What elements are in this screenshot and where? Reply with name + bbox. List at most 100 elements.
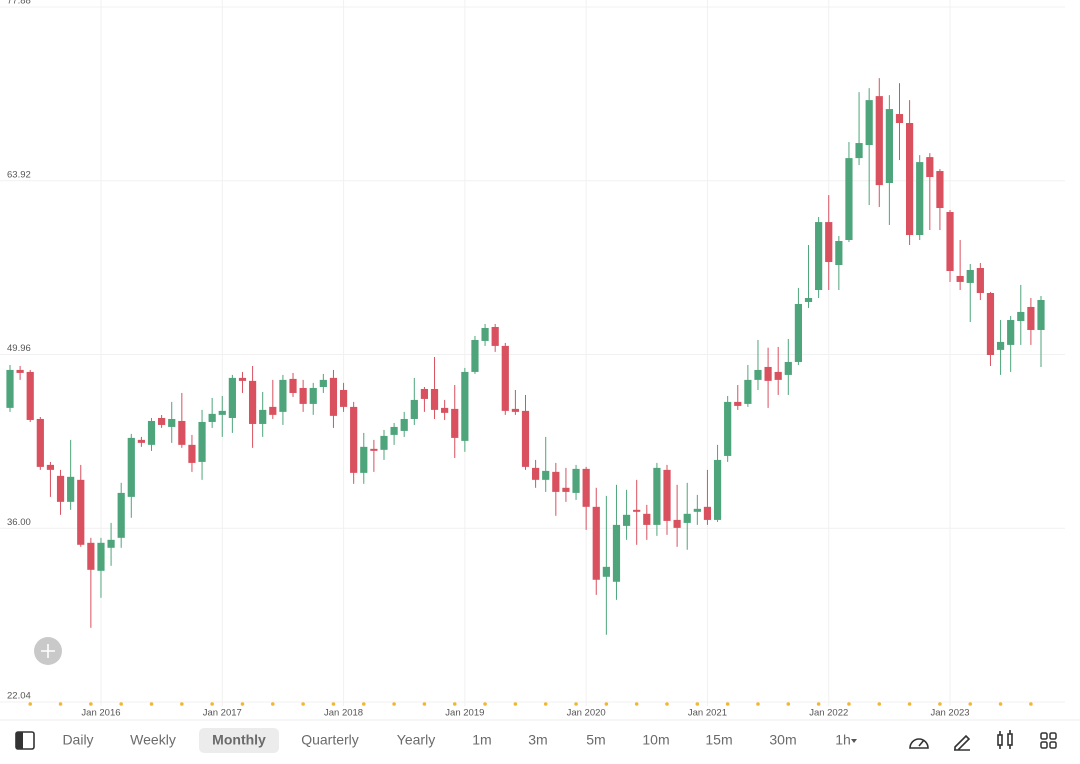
candle-body [461, 371, 469, 441]
candle-body [188, 444, 196, 463]
candle-body [329, 377, 338, 416]
candle-body [693, 508, 701, 512]
candle-body [986, 293, 995, 355]
event-dot [756, 702, 760, 706]
candle-body [855, 143, 863, 159]
event-dot [271, 702, 275, 706]
candle-body [77, 479, 85, 545]
candle-body [67, 476, 75, 502]
candle-body [299, 387, 307, 404]
candle-body [774, 371, 782, 380]
candle-body [259, 409, 267, 424]
candle-body [602, 566, 610, 577]
x-tick-label: Jan 2020 [567, 708, 606, 719]
candle-body [754, 369, 762, 380]
candle-body [592, 506, 600, 580]
candle-body [178, 420, 186, 445]
interval-button[interactable]: Yearly [397, 732, 435, 748]
event-dot [452, 702, 457, 706]
candle-body [289, 378, 297, 393]
candle-body [218, 410, 226, 415]
candle-body [511, 408, 519, 412]
draw-icon[interactable] [954, 734, 971, 751]
event-dot [28, 702, 33, 706]
candle-body [1007, 320, 1015, 345]
candle-body [6, 369, 14, 408]
event-dot [392, 702, 396, 706]
candle-body [835, 240, 843, 266]
candle-body [895, 114, 904, 123]
event-dot [1029, 702, 1033, 706]
layout-icon-fill [16, 732, 23, 749]
interval-button[interactable]: 3m [528, 732, 547, 748]
y-tick-label: 22.04 [7, 691, 31, 702]
candle-body [542, 470, 550, 480]
interval-button[interactable]: 1m [472, 732, 491, 748]
interval-button[interactable]: 30m [769, 732, 796, 748]
event-dot [58, 702, 63, 706]
candle-body [339, 389, 348, 407]
event-dot [725, 702, 730, 706]
event-dot [210, 702, 214, 706]
event-dot [240, 702, 245, 706]
candle-body [87, 542, 95, 570]
event-dot [149, 702, 154, 706]
candle-body [966, 269, 974, 283]
square [1049, 741, 1057, 749]
event-dot [89, 702, 93, 706]
candle-body [36, 418, 44, 467]
x-tick-label: Jan 2016 [81, 708, 120, 719]
event-dot [483, 702, 487, 706]
event-dot [301, 702, 305, 706]
candle-body [147, 420, 156, 445]
candle-body [279, 379, 287, 412]
candle-body [764, 366, 772, 381]
gauge-needle [918, 739, 925, 747]
dropdown-arrow[interactable] [851, 739, 857, 743]
candle-body [673, 519, 681, 528]
candle-body [996, 341, 1005, 350]
candle-body [612, 524, 621, 582]
candle-body [643, 513, 651, 525]
x-tick-label: Jan 2021 [688, 708, 727, 719]
candle-body [248, 380, 257, 424]
candle-body [905, 122, 914, 236]
interval-button[interactable]: Daily [62, 732, 93, 748]
indicator-icon[interactable] [909, 738, 929, 749]
candle-body [420, 388, 429, 399]
candle-body [703, 506, 712, 520]
candle-body [976, 267, 984, 294]
x-tick-label: Jan 2019 [445, 708, 484, 719]
interval-button[interactable]: Monthly [212, 732, 266, 748]
event-dot [847, 702, 851, 706]
candle-body [916, 162, 924, 236]
event-dot [877, 702, 882, 706]
interval-button[interactable]: Quarterly [301, 732, 359, 748]
event-dot [513, 702, 518, 706]
candle-body [653, 467, 661, 525]
chart-type-icon[interactable] [997, 730, 1013, 749]
candle-body [26, 371, 34, 420]
event-dot [361, 702, 366, 706]
event-dot [938, 702, 942, 706]
interval-button[interactable]: 1h [835, 732, 851, 748]
candle-body [713, 459, 722, 520]
candle-body [390, 426, 398, 435]
candle-body [633, 509, 641, 512]
event-dot [907, 702, 912, 706]
interval-button[interactable]: Weekly [130, 732, 176, 748]
candle-body [451, 408, 459, 438]
add-button[interactable] [34, 637, 62, 665]
candle-body [400, 418, 408, 431]
y-tick-label: 63.92 [7, 169, 31, 180]
interval-button[interactable]: 10m [642, 732, 669, 748]
interval-button[interactable]: 15m [705, 732, 732, 748]
candle-body [491, 326, 499, 346]
interval-button[interactable]: 5m [586, 732, 605, 748]
candle-body [825, 222, 833, 263]
candle-body [360, 446, 368, 473]
grid-icon[interactable] [1040, 732, 1057, 749]
event-dot [543, 702, 548, 706]
